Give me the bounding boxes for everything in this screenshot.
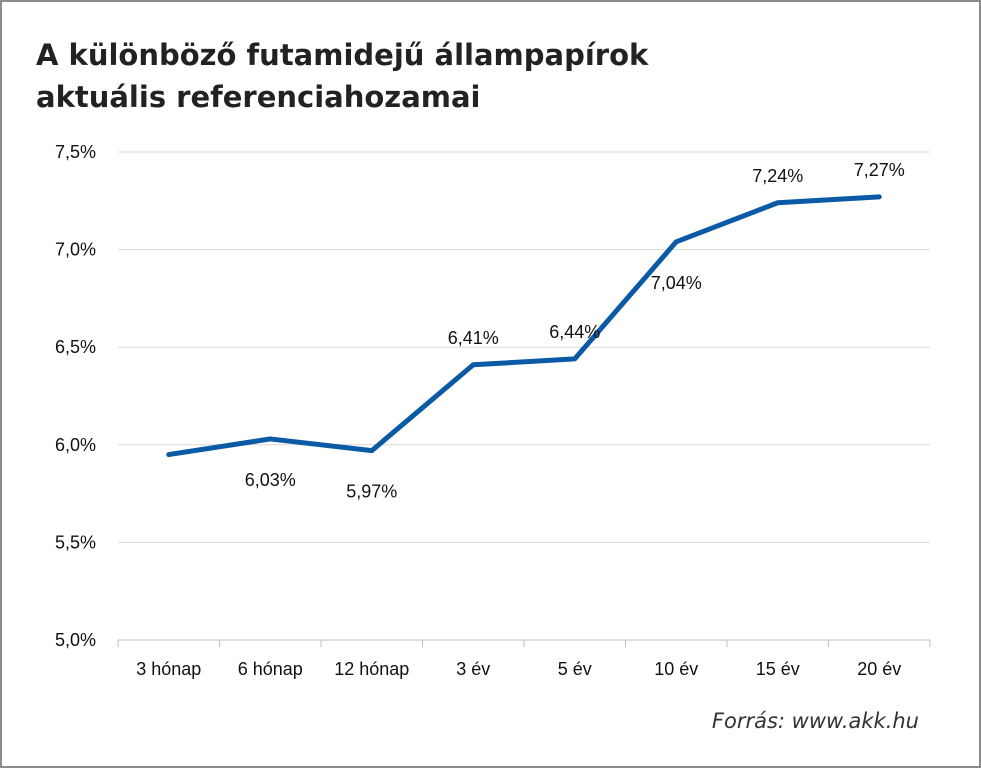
x-tick-label: 12 hónap: [334, 659, 409, 679]
x-tick-label: 20 év: [857, 659, 901, 679]
x-axis: 3 hónap 6 hónap 12 hónap 3 év 5 év 10 év 15 év…: [117, 639, 931, 679]
y-tick-label: 5,5%: [55, 532, 96, 552]
data-label: 6,44%: [549, 322, 600, 342]
data-labels: 6,03% 5,97% 6,41% 6,44% 7,04% 7,24% 7,27%: [245, 160, 905, 502]
chart-title-line-2: aktuális referenciahozamai: [36, 80, 481, 114]
x-tick-label: 5 év: [558, 659, 592, 679]
gridlines: [118, 151, 930, 543]
data-label: 6,03%: [245, 470, 296, 490]
data-label: 6,41%: [448, 328, 499, 348]
y-tick-label: 5,0%: [55, 630, 96, 650]
y-tick-label: 7,0%: [55, 240, 96, 260]
data-label: 7,27%: [854, 160, 905, 180]
y-axis-tick-labels: 5,0% 5,5% 6,0% 6,5% 7,0% 7,5%: [55, 142, 96, 650]
data-label: 5,97%: [346, 482, 397, 502]
data-label: 7,04%: [651, 273, 702, 293]
chart-title-line-1: A különböző futamidejű állampapírok: [36, 38, 649, 72]
series-line: [166, 194, 882, 458]
data-label: 7,24%: [752, 166, 803, 186]
chart-title: A különböző futamidejű állampapírok aktu…: [36, 34, 756, 118]
x-tick-label: 15 év: [756, 659, 800, 679]
x-tick-label: 3 hónap: [136, 659, 201, 679]
yield-line: [166, 194, 882, 458]
x-tick-label: 10 év: [654, 659, 698, 679]
y-tick-label: 6,5%: [55, 337, 96, 357]
source-note: Forrás: www.akk.hu: [711, 709, 919, 733]
y-tick-label: 7,5%: [55, 142, 96, 162]
x-tick-label: 3 év: [456, 659, 490, 679]
x-tick-label: 6 hónap: [238, 659, 303, 679]
y-tick-label: 6,0%: [55, 435, 96, 455]
